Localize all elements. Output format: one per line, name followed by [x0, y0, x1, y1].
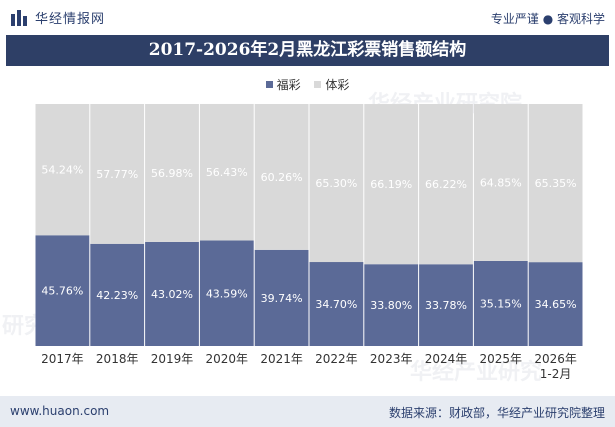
legend-swatch-fucai	[265, 81, 273, 88]
data-label: 66.22%	[425, 178, 467, 191]
bar-ticai	[199, 103, 254, 241]
x-tick-label: 2023年	[370, 352, 413, 366]
x-tick-label: 2018年	[96, 352, 139, 366]
data-label: 43.02%	[151, 288, 193, 301]
bar-ticai	[528, 104, 583, 263]
data-label: 56.43%	[206, 166, 248, 179]
legend-item-ticai: 体彩	[314, 76, 349, 93]
data-label: 33.78%	[425, 299, 467, 312]
bar-fucai	[473, 260, 528, 346]
legend-label-fucai: 福彩	[276, 78, 301, 92]
bar-ticai	[90, 104, 145, 244]
bar-fucai	[90, 243, 145, 346]
top-bar: 华经情报网 专业严谨 ● 客观科学	[0, 0, 615, 34]
footer: www.huaon.com 数据来源：财政部，华经产业研究院整理	[0, 396, 615, 427]
data-label: 39.74%	[261, 292, 303, 305]
legend-label-ticai: 体彩	[325, 78, 350, 92]
bar-fucai	[254, 249, 309, 346]
data-label: 34.70%	[315, 298, 357, 311]
footer-url[interactable]: www.huaon.com	[10, 404, 110, 418]
bar-ticai	[35, 104, 90, 236]
bar-ticai	[254, 104, 309, 250]
x-tick-label: 2017年	[41, 352, 84, 366]
data-label: 57.77%	[96, 168, 138, 181]
legend-swatch-ticai	[314, 81, 322, 88]
bar-ticai	[145, 104, 199, 242]
data-label: 60.26%	[261, 171, 303, 184]
x-tick-label: 2021年	[260, 352, 303, 366]
bar-fucai	[528, 262, 583, 346]
bar-fucai	[199, 240, 254, 346]
bar-fucai	[309, 262, 364, 346]
data-label: 42.23%	[96, 289, 138, 302]
data-label: 33.80%	[370, 299, 412, 312]
x-tick-label: 1-2月	[540, 367, 572, 381]
x-tick-label: 2026年	[534, 352, 577, 366]
logo-icon	[11, 9, 27, 26]
slogan: 专业严谨 ● 客观科学	[490, 12, 605, 26]
x-tick-label: 2019年	[151, 352, 194, 366]
data-label: 35.15%	[480, 297, 522, 310]
footer-source: 数据来源：财政部，华经产业研究院整理	[388, 406, 605, 420]
bar-ticai	[473, 104, 528, 261]
bar-ticai	[309, 104, 364, 263]
bar-ticai	[364, 104, 419, 265]
data-label: 66.19%	[370, 178, 412, 191]
bar-fucai	[35, 235, 90, 346]
bar-ticai	[419, 104, 473, 265]
data-label: 65.30%	[315, 177, 357, 190]
site-name: 华经情报网	[35, 12, 106, 27]
data-label: 54.24%	[41, 164, 83, 177]
watermark-3: 华经产业研究	[410, 360, 543, 385]
data-label: 56.98%	[151, 167, 193, 180]
bar-fucai	[419, 264, 473, 346]
data-label: 64.85%	[480, 176, 522, 189]
chart-title: 2017-2026年2月黑龙江彩票销售额结构	[6, 35, 609, 66]
x-tick-label: 2022年	[315, 352, 358, 366]
chart-legend: 福彩 体彩	[0, 76, 615, 93]
bar-fucai	[364, 264, 419, 346]
legend-item-fucai: 福彩	[265, 76, 301, 93]
x-tick-label: 2024年	[425, 352, 468, 366]
bar-fucai	[145, 241, 199, 346]
x-tick-label: 2025年	[480, 352, 523, 366]
x-tick-label: 2020年	[206, 352, 249, 366]
data-label: 34.65%	[535, 298, 577, 311]
brand: 华经情报网	[10, 8, 105, 27]
data-label: 43.59%	[206, 287, 248, 300]
data-label: 65.35%	[535, 177, 577, 190]
chart-svg: 45.76% 54.24% 2017年 42.23% 57.77% 2018年 43.02%…	[35, 103, 583, 381]
data-label: 45.76%	[41, 285, 83, 298]
